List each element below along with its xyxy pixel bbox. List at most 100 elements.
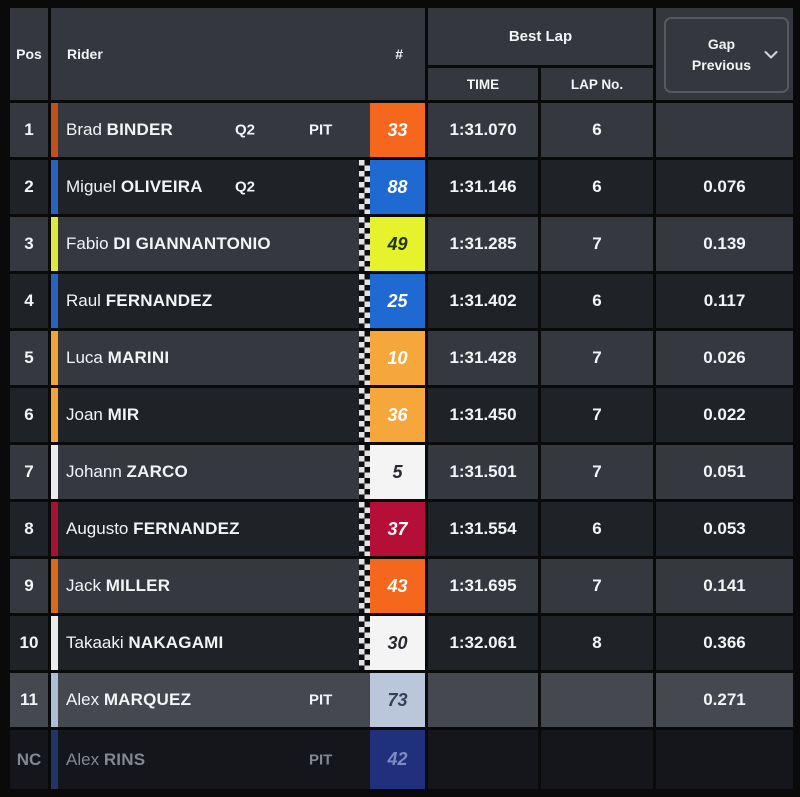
best-lap-time-cell: 1:31.554 <box>428 502 538 556</box>
table-row: 6 Joan MIR 36 1:31.450 7 0.022 <box>10 388 793 442</box>
rider-name: Alex RINS <box>62 750 145 770</box>
lap-number-cell <box>541 673 653 727</box>
rider-number-box: 37 <box>370 502 425 556</box>
rider-name: Luca MARINI <box>62 348 169 368</box>
lap-number-cell: 6 <box>541 103 653 157</box>
chevron-down-icon <box>764 51 778 59</box>
rider-cell: Alex MARQUEZ PIT 73 <box>51 673 425 727</box>
rider-number-box: 49 <box>370 217 425 271</box>
rider-last-name: ZARCO <box>126 462 188 481</box>
rider-last-name: MILLER <box>105 576 171 595</box>
gap-dropdown-label-line1: Gap <box>707 36 736 52</box>
position-cell: 11 <box>10 673 48 727</box>
gap-cell: 0.022 <box>656 388 793 442</box>
position-cell: 9 <box>10 559 48 613</box>
rider-first-name: Fabio <box>66 234 109 253</box>
pit-tag: PIT <box>309 691 333 709</box>
column-header-best-lap-group: Best Lap TIME LAP No. <box>428 8 653 100</box>
best-lap-time-cell: 1:31.428 <box>428 331 538 385</box>
best-lap-time-cell: 1:32.061 <box>428 616 538 670</box>
rider-first-name: Takaaki <box>66 633 124 652</box>
team-color-stripe <box>51 673 58 727</box>
lap-number-cell: 6 <box>541 274 653 328</box>
checkered-flag-strip <box>359 445 370 499</box>
column-header-rider: Rider # <box>51 8 425 100</box>
table-row: 10 Takaaki NAKAGAMI 30 1:32.061 8 0.366 <box>10 616 793 670</box>
rider-cell: Fabio DI GIANNANTONIO 49 <box>51 217 425 271</box>
position-cell: 3 <box>10 217 48 271</box>
rider-number-box: 30 <box>370 616 425 670</box>
gap-cell <box>656 730 793 789</box>
rider-first-name: Miguel <box>66 177 117 196</box>
pit-tag: PIT <box>309 751 333 768</box>
table-row: 2 Miguel OLIVEIRA Q2 88 1:31.146 6 0.076 <box>10 160 793 214</box>
team-color-stripe <box>51 730 58 789</box>
table-row: 5 Luca MARINI 10 1:31.428 7 0.026 <box>10 331 793 385</box>
lap-number-cell: 6 <box>541 160 653 214</box>
rider-first-name: Alex <box>66 690 100 709</box>
best-lap-time-cell: 1:31.146 <box>428 160 538 214</box>
team-color-stripe <box>51 616 58 670</box>
rider-name: Brad BINDER <box>62 120 173 140</box>
rider-name: Joan MIR <box>62 405 139 425</box>
best-lap-time-cell <box>428 730 538 789</box>
rider-name: Augusto FERNANDEZ <box>62 519 240 539</box>
pit-tag: PIT <box>309 121 333 139</box>
table-row: NC Alex RINS PIT 42 <box>10 730 793 789</box>
table-header: Pos Rider # Best Lap TIME LAP No. Gap Pr… <box>10 8 793 100</box>
rider-number-box: 43 <box>370 559 425 613</box>
team-color-stripe <box>51 160 58 214</box>
gap-dropdown-label-line2: Previous <box>691 57 752 73</box>
rider-last-name: DI GIANNANTONIO <box>113 234 271 253</box>
gap-cell: 0.053 <box>656 502 793 556</box>
best-lap-header-label: Best Lap <box>428 8 653 65</box>
number-header-label: # <box>395 46 403 62</box>
rider-name: Alex MARQUEZ <box>62 690 191 710</box>
rider-number-box: 88 <box>370 160 425 214</box>
table-row: 8 Augusto FERNANDEZ 37 1:31.554 6 0.053 <box>10 502 793 556</box>
checkered-flag-strip <box>359 559 370 613</box>
gap-mode-dropdown[interactable]: Gap Previous <box>664 17 789 93</box>
rider-cell: Brad BINDER Q2 PIT 33 <box>51 103 425 157</box>
checkered-flag-strip <box>359 274 370 328</box>
rider-first-name: Jack <box>66 576 101 595</box>
column-header-gap: Gap Previous <box>656 8 793 100</box>
rider-first-name: Brad <box>66 120 102 139</box>
rider-first-name: Johann <box>66 462 122 481</box>
team-color-stripe <box>51 388 58 442</box>
checkered-flag-strip <box>359 388 370 442</box>
table-row: 7 Johann ZARCO 5 1:31.501 7 0.051 <box>10 445 793 499</box>
rider-header-label: Rider <box>67 46 103 62</box>
rider-number-box: 42 <box>370 730 425 789</box>
lap-number-cell: 7 <box>541 559 653 613</box>
lap-number-cell: 7 <box>541 388 653 442</box>
rider-cell: Joan MIR 36 <box>51 388 425 442</box>
team-color-stripe <box>51 274 58 328</box>
session-q2-tag: Q2 <box>235 178 256 196</box>
rider-first-name: Alex <box>66 749 100 769</box>
gap-cell: 0.141 <box>656 559 793 613</box>
position-cell: 4 <box>10 274 48 328</box>
rider-last-name: FERNANDEZ <box>133 519 240 538</box>
gap-cell: 0.117 <box>656 274 793 328</box>
rider-first-name: Joan <box>66 405 103 424</box>
rider-cell: Jack MILLER 43 <box>51 559 425 613</box>
best-lap-time-cell: 1:31.285 <box>428 217 538 271</box>
gap-cell: 0.076 <box>656 160 793 214</box>
table-row: 1 Brad BINDER Q2 PIT 33 1:31.070 6 <box>10 103 793 157</box>
lap-number-cell: 7 <box>541 331 653 385</box>
rider-cell: Johann ZARCO 5 <box>51 445 425 499</box>
rider-cell: Takaaki NAKAGAMI 30 <box>51 616 425 670</box>
session-q2-tag: Q2 <box>235 121 256 139</box>
rider-last-name: MIR <box>107 405 140 424</box>
rider-name: Miguel OLIVEIRA <box>62 177 203 197</box>
rider-name: Takaaki NAKAGAMI <box>62 633 223 653</box>
rider-last-name: RINS <box>103 749 146 769</box>
lap-no-header-label: LAP No. <box>541 68 653 100</box>
team-color-stripe <box>51 217 58 271</box>
table-row: 9 Jack MILLER 43 1:31.695 7 0.141 <box>10 559 793 613</box>
rider-number-box: 36 <box>370 388 425 442</box>
best-lap-time-cell: 1:31.501 <box>428 445 538 499</box>
rider-number-box: 33 <box>370 103 425 157</box>
best-lap-time-cell <box>428 673 538 727</box>
